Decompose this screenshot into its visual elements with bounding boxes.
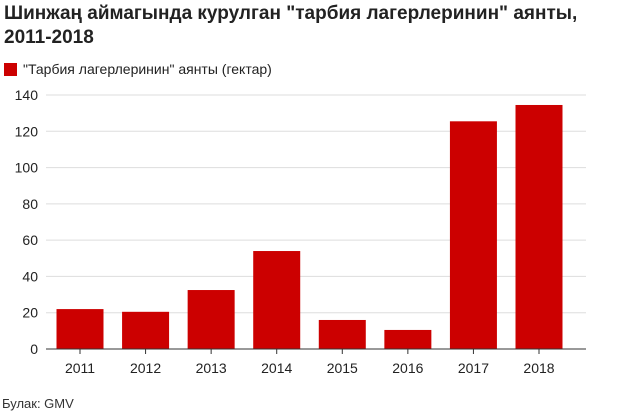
y-tick-label: 140 bbox=[15, 87, 39, 103]
x-tick-label: 2018 bbox=[523, 360, 554, 376]
x-tick-label: 2013 bbox=[196, 360, 227, 376]
y-tick-label: 0 bbox=[30, 341, 38, 357]
x-tick-label: 2017 bbox=[458, 360, 489, 376]
x-tick-label: 2014 bbox=[261, 360, 292, 376]
y-tick-label: 40 bbox=[22, 268, 38, 284]
x-tick-label: 2011 bbox=[65, 360, 95, 376]
bar-2012 bbox=[122, 311, 170, 349]
bar-2011 bbox=[56, 309, 104, 349]
source-note: Булак: GMV bbox=[2, 396, 74, 411]
y-tick-label: 120 bbox=[15, 123, 39, 139]
bar-2014 bbox=[253, 251, 301, 349]
bars-layer bbox=[56, 104, 563, 349]
y-tick-label: 100 bbox=[15, 160, 39, 176]
bar-2016 bbox=[384, 329, 432, 349]
legend-swatch bbox=[4, 62, 17, 76]
y-tick-label: 60 bbox=[22, 232, 38, 248]
x-tick-label: 2015 bbox=[327, 360, 358, 376]
x-tick-label: 2016 bbox=[392, 360, 423, 376]
bar-2017 bbox=[449, 121, 497, 349]
legend-label: "Тарбия лагерлеринин" аянты (гектар) bbox=[23, 61, 272, 77]
x-tick-label: 2012 bbox=[130, 360, 161, 376]
bar-2018 bbox=[515, 104, 563, 349]
grid-layer bbox=[46, 94, 586, 314]
bar-2013 bbox=[187, 290, 235, 349]
bar-2015 bbox=[318, 319, 366, 349]
legend: "Тарбия лагерлеринин" аянты (гектар) bbox=[4, 60, 272, 78]
chart-title: Шинжаң аймагында курулган "тарбия лагерл… bbox=[4, 3, 578, 48]
y-tick-label: 20 bbox=[22, 305, 38, 321]
axis-layer: 0 20 40 60 80 100 120 140 2011 2012 2013 2014 2015 20… bbox=[15, 87, 586, 376]
y-tick-label: 80 bbox=[22, 196, 38, 212]
